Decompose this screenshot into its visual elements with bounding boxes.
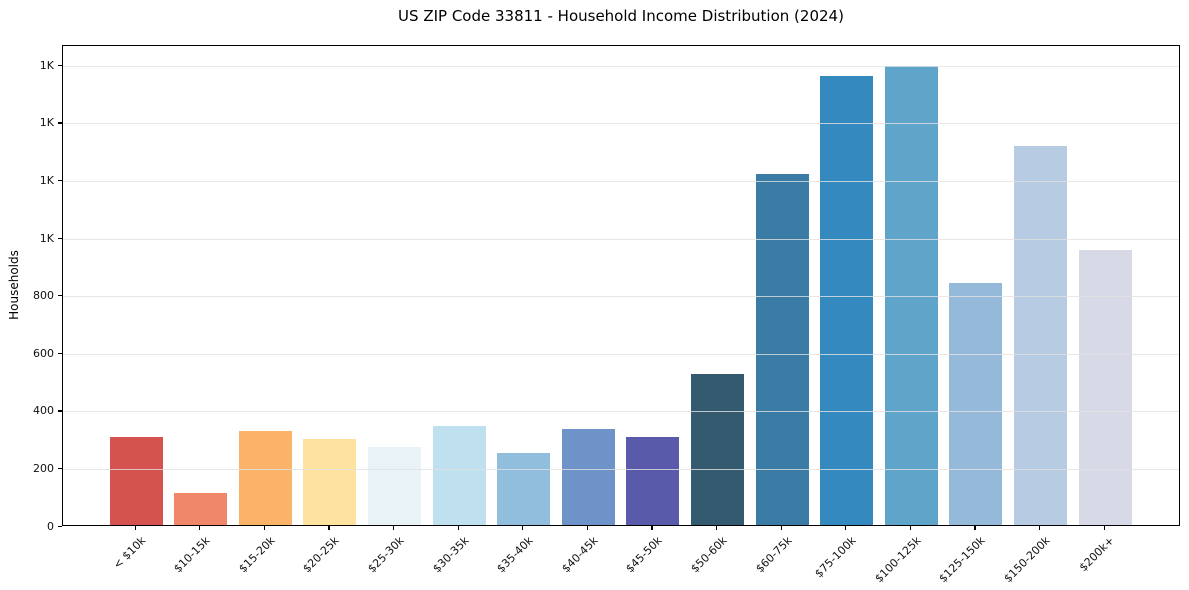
x-tick-label: $20-25k [300,534,343,576]
bar-< $10k [109,437,163,525]
bar-$100-125k [884,65,938,525]
bar-$40-45k [561,428,615,525]
y-axis-label: Households [7,250,21,320]
x-tick-mark [392,526,395,530]
y-tick-mark [58,352,62,354]
x-tick-mark [715,526,718,530]
x-tick-mark [1038,526,1041,530]
y-tick-label: 200 [33,461,54,475]
x-tick-mark [909,526,911,530]
bar-$150-200k [1013,146,1067,525]
x-tick-mark [134,526,136,530]
x-tick-label: $30-35k [429,534,472,576]
bar-$10-15k [174,493,228,525]
y-tick-label: 1K [39,116,54,130]
y-tick-mark [58,237,62,239]
y-tick-label: 600 [33,346,54,360]
y-tick-mark [58,295,62,297]
x-tick-label: $35-40k [494,534,536,576]
x-tick-label: $150-200k [1001,534,1053,586]
y-tick-mark [58,467,62,470]
bar-$35-40k [497,453,551,525]
x-tick-mark [586,526,588,530]
y-tick-label: 400 [33,404,54,418]
y-tick-mark [58,122,62,124]
x-tick-mark [522,526,524,530]
y-tick-mark [58,410,62,412]
x-tick-mark [974,526,976,530]
plot-area [62,45,1180,526]
y-tick-label: 1K [39,231,54,245]
x-tick-label: $125-150k [936,534,989,586]
x-tick-label: $25-30k [365,534,407,576]
y-tick-mark [58,525,62,527]
bar-$200k+ [1078,249,1132,525]
x-tick-label: $75-100k [812,534,859,581]
x-tick-label: $10-15k [171,534,213,576]
x-tick-mark [199,526,201,530]
bar-$60-75k [755,173,809,525]
x-tick-label: < $10k [110,534,149,572]
x-tick-label: $50-60k [688,534,730,576]
x-tick-mark [845,526,847,530]
x-tick-label: $200k+ [1077,534,1118,575]
y-tick-label: 0 [47,519,54,533]
chart-title: US ZIP Code 33811 - Household Income Dis… [398,7,844,25]
x-tick-mark [1103,526,1105,530]
bar-$15-20k [238,431,292,525]
bar-$25-30k [367,447,421,525]
bars-layer [63,46,1179,525]
x-tick-mark [651,526,653,530]
y-tick-mark [58,64,62,66]
x-tick-mark [780,526,782,530]
bar-$50-60k [690,373,744,525]
bar-$20-25k [303,438,357,525]
y-tick-label: 800 [33,289,54,303]
bar-$125-150k [949,283,1003,525]
x-tick-label: $100-125k [872,534,924,586]
x-tick-label: $15-20k [236,534,278,576]
x-tick-mark [457,526,459,530]
x-tick-mark [328,526,330,530]
x-tick-label: $45-50k [623,534,666,576]
y-tick-label: 1K [39,58,54,72]
x-tick-label: $60-75k [752,534,795,576]
bar-$75-100k [820,75,874,525]
bar-$45-50k [626,437,680,525]
bar-$30-35k [432,425,486,525]
y-tick-label: 1K [39,173,54,187]
x-tick-label: $40-45k [559,534,601,576]
y-tick-mark [58,179,62,182]
x-tick-mark [263,526,265,530]
